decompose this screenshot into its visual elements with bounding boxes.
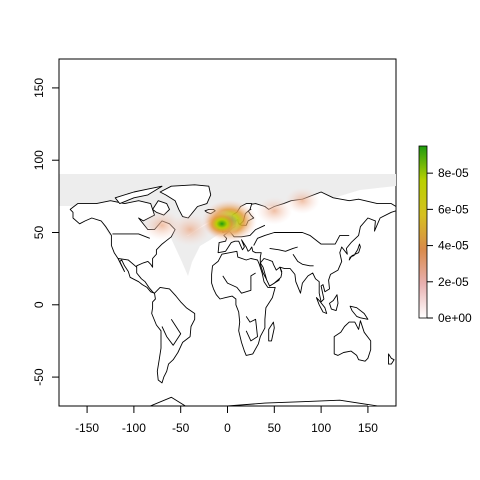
land-madagascar bbox=[268, 321, 275, 342]
hotspot-layer bbox=[142, 187, 320, 246]
border-line bbox=[245, 316, 258, 342]
border-line bbox=[112, 233, 150, 239]
land-indonesia bbox=[315, 297, 328, 314]
x-tick-label: 100 bbox=[311, 421, 331, 435]
y-tick-label: 100 bbox=[32, 150, 46, 170]
border-line bbox=[269, 246, 298, 252]
land-borneo bbox=[329, 294, 339, 312]
legend-tick-label: 8e-05 bbox=[438, 166, 469, 180]
land-new-zealand bbox=[388, 353, 395, 365]
land-antarctica-edge bbox=[149, 396, 381, 406]
legend-tick-label: 0e+00 bbox=[438, 311, 472, 325]
land-new-guinea bbox=[349, 305, 369, 320]
x-axis: -150 -100 -50 0 50 100 150 bbox=[75, 405, 378, 435]
legend-ticks: 0e+00 2e-05 4e-05 6e-05 8e-05 bbox=[427, 166, 472, 325]
x-tick-label: 50 bbox=[268, 421, 282, 435]
x-tick-label: 150 bbox=[358, 421, 378, 435]
x-tick-label: -150 bbox=[75, 421, 99, 435]
land-south-america bbox=[151, 286, 196, 384]
land-australia bbox=[333, 320, 372, 362]
land-africa bbox=[211, 250, 276, 356]
land-greenland bbox=[159, 184, 212, 219]
border-line bbox=[222, 272, 256, 294]
y-tick-label: 0 bbox=[32, 301, 46, 308]
density-hotspot bbox=[285, 187, 320, 214]
density-hotspot bbox=[142, 210, 182, 241]
density-hotspot bbox=[203, 209, 240, 238]
land-arabia bbox=[259, 258, 283, 287]
land-north-america bbox=[69, 200, 176, 294]
legend-colorbar bbox=[418, 145, 428, 319]
y-axis: -50 0 50 100 150 bbox=[32, 78, 60, 386]
y-tick-label: 50 bbox=[32, 226, 46, 240]
x-tick-label: -50 bbox=[172, 421, 190, 435]
border-line bbox=[161, 319, 182, 346]
land-japan bbox=[348, 243, 361, 261]
x-tick-label: -100 bbox=[122, 421, 146, 435]
legend-tick-label: 4e-05 bbox=[438, 239, 469, 253]
density-hotspot bbox=[256, 197, 293, 225]
x-tick-label: 0 bbox=[224, 421, 231, 435]
border-line bbox=[117, 258, 137, 268]
legend-tick-label: 2e-05 bbox=[438, 275, 469, 289]
y-tick-label: -50 bbox=[32, 368, 46, 386]
y-tick-label: 150 bbox=[32, 78, 46, 98]
land-arctic-islands bbox=[114, 185, 163, 205]
border-line bbox=[253, 232, 350, 246]
legend-tick-label: 6e-05 bbox=[438, 202, 469, 216]
border-line bbox=[292, 253, 314, 267]
